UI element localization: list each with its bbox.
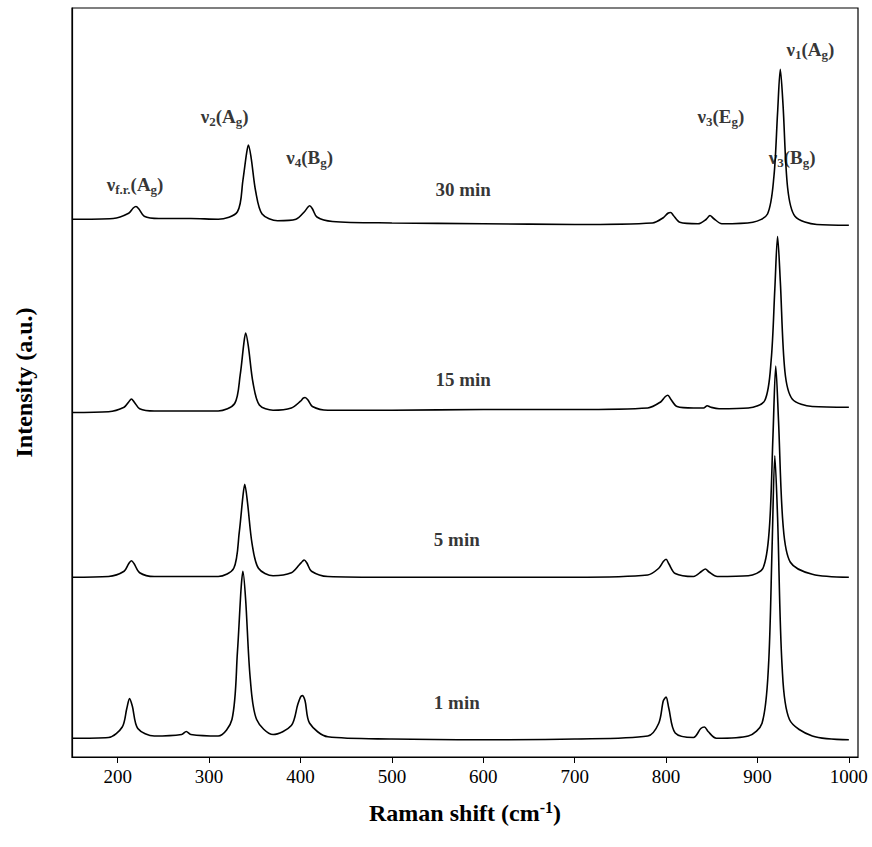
svg-text:ν: ν <box>786 39 796 60</box>
svg-text:2: 2 <box>209 114 216 130</box>
svg-text:700: 700 <box>560 766 589 787</box>
html-text:ν3(Bg: ν3(Bg <box>768 147 810 171</box>
svg-text:g: g <box>150 181 158 197</box>
svg-text:): ) <box>828 39 834 61</box>
svg-text:1 min: 1 min <box>434 692 480 713</box>
svg-text:1: 1 <box>795 46 802 62</box>
svg-text:(A: (A <box>216 106 236 128</box>
svg-text:): ) <box>553 800 561 826</box>
svg-text:g: g <box>320 155 327 171</box>
svg-text:g: g <box>821 46 829 62</box>
svg-text:900: 900 <box>743 766 772 787</box>
svg-text:400: 400 <box>286 766 315 787</box>
svg-text:(B: (B <box>301 147 320 169</box>
svg-text:Raman shift (cm: Raman shift (cm <box>369 800 540 826</box>
svg-text:ν: ν <box>285 147 295 168</box>
svg-text:5 min: 5 min <box>434 529 480 550</box>
svg-text:(A: (A <box>131 174 151 196</box>
svg-text:g: g <box>731 114 738 130</box>
svg-text:): ) <box>327 147 333 169</box>
svg-text:f.r.: f.r. <box>115 182 130 197</box>
svg-text:-1: -1 <box>540 799 553 816</box>
svg-text:): ) <box>157 174 163 196</box>
svg-text:): ) <box>242 106 248 128</box>
svg-text:g: g <box>235 114 243 130</box>
svg-text:ν: ν <box>106 173 116 195</box>
svg-text:): ) <box>738 106 744 128</box>
svg-text:200: 200 <box>103 766 131 787</box>
svg-text:30 min: 30 min <box>435 179 491 200</box>
svg-text:ν: ν <box>696 106 706 127</box>
svg-text:800: 800 <box>652 766 681 787</box>
svg-text:): ) <box>809 147 815 169</box>
svg-text:15 min: 15 min <box>435 369 491 390</box>
svg-text:300: 300 <box>195 766 224 787</box>
svg-text:1000: 1000 <box>830 766 868 787</box>
svg-text:600: 600 <box>469 766 498 787</box>
svg-text:500: 500 <box>378 766 407 787</box>
svg-text:4: 4 <box>294 155 302 171</box>
svg-text:Intensity (a.u.): Intensity (a.u.) <box>11 307 37 457</box>
svg-text:(A: (A <box>802 39 822 61</box>
svg-text:3: 3 <box>706 114 713 130</box>
svg-text:ν: ν <box>200 106 210 127</box>
svg-text:(E: (E <box>712 106 731 128</box>
